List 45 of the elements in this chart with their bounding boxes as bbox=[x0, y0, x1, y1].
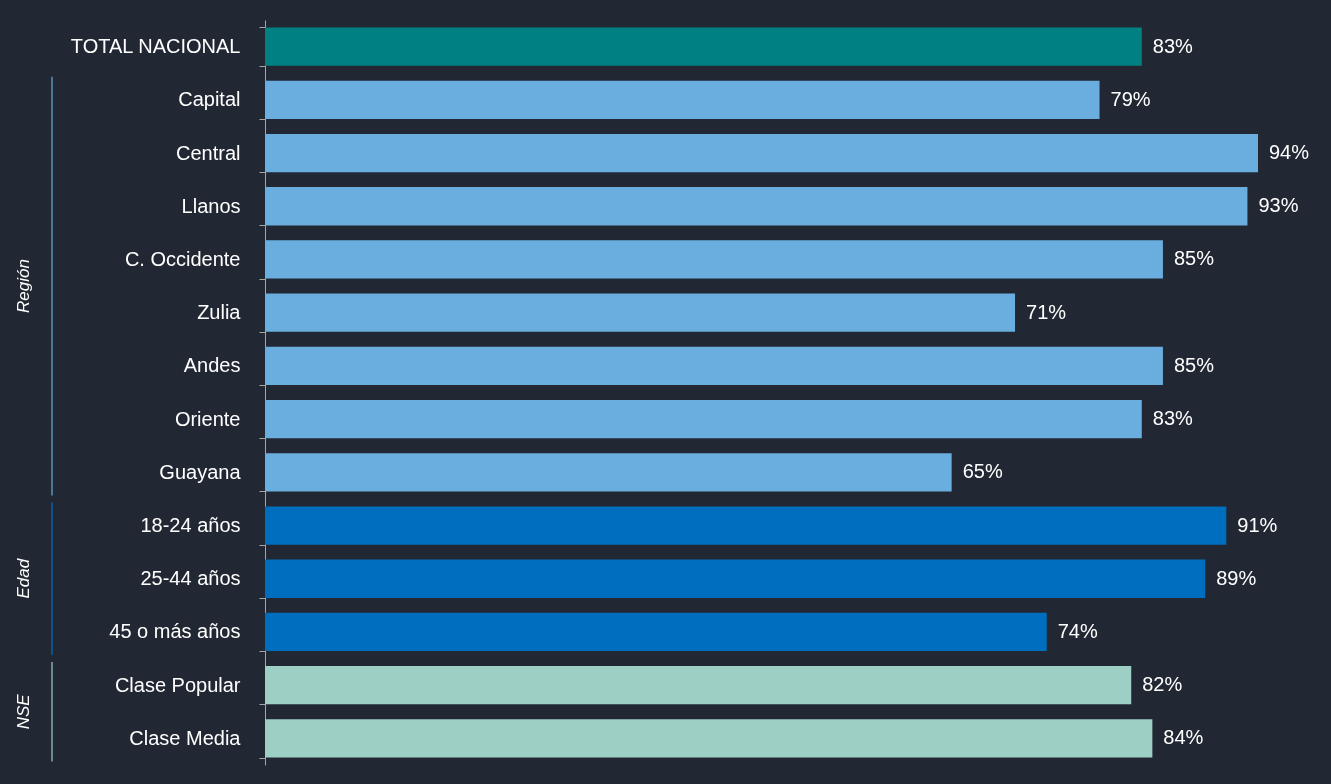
bar bbox=[265, 559, 1206, 598]
y-tick-label: 18-24 años bbox=[140, 514, 241, 537]
data-label: 85% bbox=[1173, 247, 1215, 270]
y-tick-label: Andes bbox=[183, 354, 241, 377]
bar bbox=[265, 666, 1132, 705]
y-tick-label: Llanos bbox=[181, 194, 241, 217]
y-tick-label: Guayana bbox=[159, 460, 242, 483]
y-tick-label: TOTAL NACIONAL bbox=[70, 35, 241, 58]
data-label: 94% bbox=[1269, 141, 1310, 164]
bar bbox=[265, 133, 1258, 173]
y-tick-label: Zulia bbox=[197, 301, 242, 324]
text: Edad bbox=[14, 558, 33, 599]
data-label: 79% bbox=[1110, 87, 1151, 110]
data-label: 83% bbox=[1152, 34, 1194, 57]
bar bbox=[265, 346, 1163, 386]
data-label: 84% bbox=[1163, 726, 1204, 749]
bar bbox=[265, 506, 1227, 545]
data-label: 83% bbox=[1152, 407, 1194, 430]
bar bbox=[265, 612, 1047, 652]
data-label: 85% bbox=[1173, 353, 1215, 376]
y-tick-label: Clase Popular bbox=[114, 673, 241, 696]
bar bbox=[265, 399, 1142, 439]
data-label: 89% bbox=[1216, 566, 1257, 589]
data-label: 82% bbox=[1142, 673, 1183, 696]
bar bbox=[265, 293, 1016, 332]
y-tick-label: Central bbox=[176, 141, 241, 164]
text: NSE bbox=[14, 693, 33, 730]
bar bbox=[265, 453, 952, 492]
text: Región bbox=[14, 259, 33, 314]
bar bbox=[265, 80, 1100, 119]
bar bbox=[265, 27, 1142, 66]
y-tick-label: 45 o más años bbox=[109, 620, 241, 643]
y-tick-label: Capital bbox=[178, 88, 241, 111]
bar bbox=[265, 719, 1153, 758]
y-tick-label: C. Occidente bbox=[124, 247, 241, 270]
bar bbox=[265, 187, 1248, 226]
data-label: 71% bbox=[1026, 300, 1067, 323]
y-tick-label: 25-44 años bbox=[140, 567, 241, 590]
data-label: 74% bbox=[1057, 619, 1098, 642]
data-label: 91% bbox=[1237, 513, 1278, 536]
data-label: 93% bbox=[1258, 194, 1299, 217]
y-tick-label: Clase Media bbox=[129, 726, 242, 749]
data-label: 65% bbox=[962, 460, 1003, 483]
bar bbox=[265, 240, 1163, 279]
y-tick-label: Oriente bbox=[174, 407, 241, 430]
